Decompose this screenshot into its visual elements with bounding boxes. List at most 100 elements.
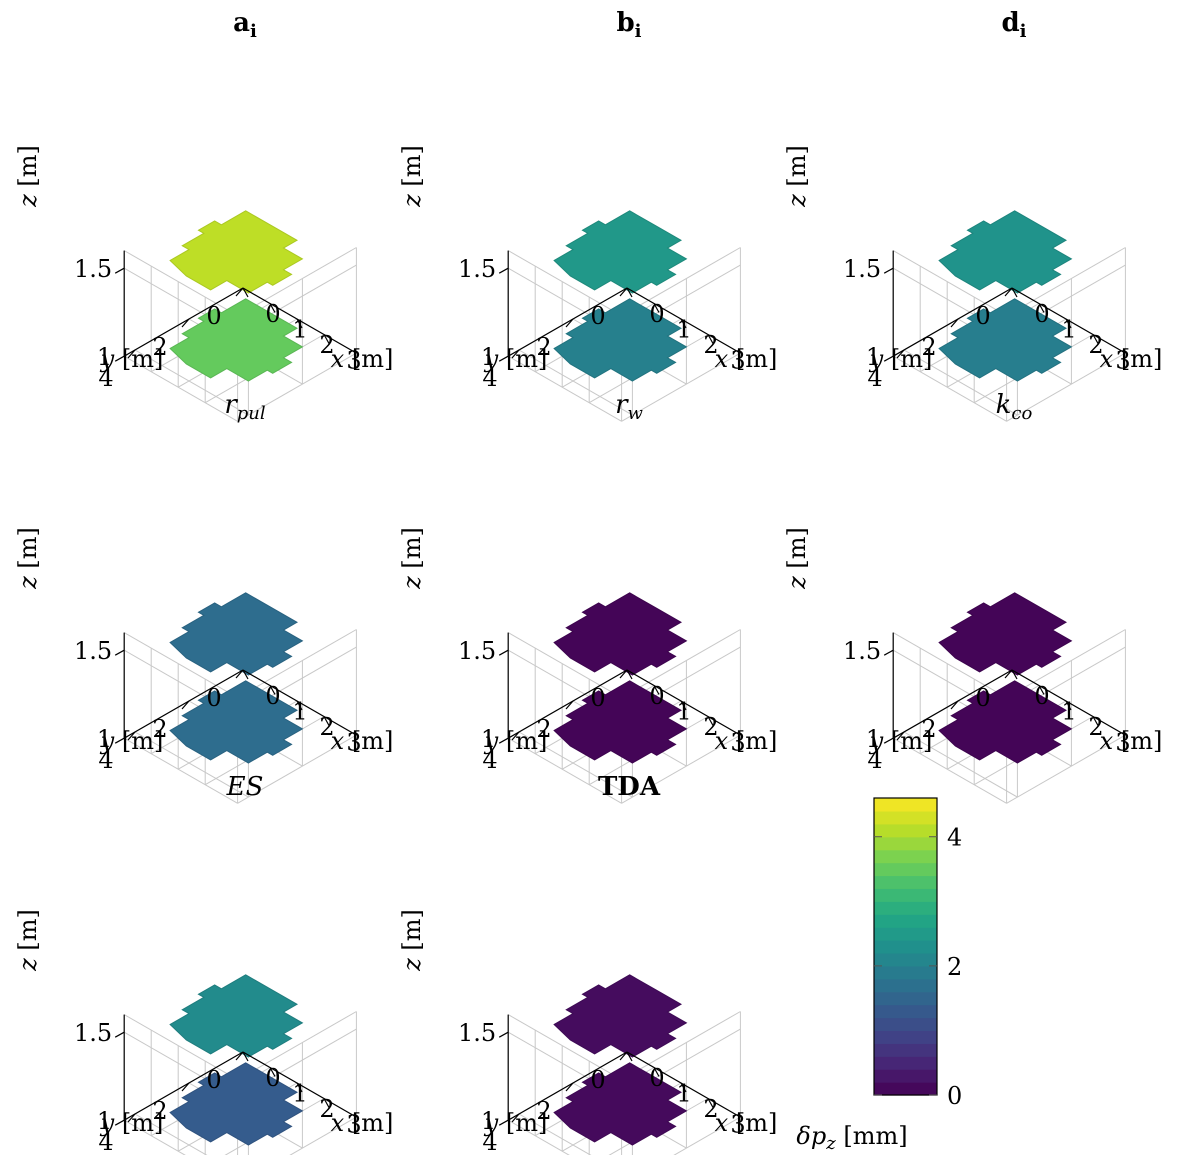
colorbar-segment bbox=[874, 1069, 937, 1083]
grid-line bbox=[507, 632, 622, 699]
x-tick bbox=[323, 716, 330, 726]
y-tick-label: 4 bbox=[482, 364, 497, 392]
colorbar-segment bbox=[874, 798, 937, 812]
y-tick bbox=[1004, 669, 1013, 679]
x-tick bbox=[323, 334, 330, 344]
z-tick bbox=[114, 1031, 125, 1038]
y-tick-label: 2 bbox=[152, 715, 167, 743]
colorbar-segment bbox=[874, 836, 937, 851]
x-axis-label: x [m] bbox=[715, 727, 778, 755]
z-tick-label: 1 bbox=[97, 1107, 112, 1135]
x-tick-label: 3 bbox=[1115, 729, 1130, 757]
grid-line bbox=[507, 1014, 622, 1081]
y-tick-label: 2 bbox=[152, 1097, 167, 1125]
grid-line bbox=[1006, 247, 1126, 317]
x-tick-label: 1 bbox=[1061, 316, 1076, 344]
x-tick bbox=[707, 716, 714, 726]
x-tick-label: 1 bbox=[676, 1080, 691, 1108]
y-tick bbox=[565, 700, 574, 710]
y-tick-label: 2 bbox=[152, 333, 167, 361]
z-tick-label: 1 bbox=[97, 725, 112, 753]
slab-lower bbox=[169, 298, 304, 382]
x-tick bbox=[269, 1067, 276, 1077]
y-tick-label: 0 bbox=[206, 1066, 221, 1094]
slab-upper bbox=[553, 210, 688, 294]
colorbar-tick-label: 0 bbox=[947, 1082, 962, 1110]
y-tick-label: 4 bbox=[482, 746, 497, 774]
z-tick-label: 1.5 bbox=[843, 255, 881, 283]
x-axis-line bbox=[1011, 287, 1126, 354]
grid-line bbox=[123, 1119, 186, 1155]
y-tick-label: 0 bbox=[590, 684, 605, 712]
y-axis-label: y [m] bbox=[869, 345, 933, 373]
x-tick bbox=[1011, 287, 1018, 298]
colorbar-segment bbox=[874, 901, 937, 915]
slab-lower bbox=[169, 1062, 304, 1146]
x-tick-label: 3 bbox=[346, 347, 361, 375]
x-axis-label: x [m] bbox=[1100, 345, 1163, 373]
slab-lower bbox=[938, 680, 1073, 764]
x-tick-label: 1 bbox=[292, 316, 307, 344]
x-tick-label: 1 bbox=[292, 698, 307, 726]
grid-line bbox=[903, 731, 1018, 798]
slab-upper bbox=[169, 210, 304, 294]
x-tick-label: 3 bbox=[346, 1111, 361, 1139]
y-tick bbox=[619, 669, 628, 679]
y-tick bbox=[235, 1051, 244, 1061]
x-tick-label: 2 bbox=[319, 1095, 334, 1123]
panel-title: ES bbox=[226, 772, 264, 802]
z-tick-label: 1 bbox=[866, 725, 881, 753]
grid-line bbox=[134, 1113, 208, 1155]
y-tick-label: 0 bbox=[206, 684, 221, 712]
z-axis-label: z [m] bbox=[398, 527, 426, 590]
z-tick bbox=[114, 355, 125, 362]
y-tick-label: 2 bbox=[536, 1097, 551, 1125]
grid-line bbox=[507, 250, 622, 317]
x-tick bbox=[1038, 303, 1045, 313]
colorbar-tick-label: 4 bbox=[947, 824, 962, 852]
x-tick bbox=[1011, 669, 1018, 680]
x-axis-line bbox=[626, 287, 741, 354]
colorbar-segment bbox=[874, 1004, 937, 1019]
x-tick bbox=[269, 685, 276, 695]
z-axis-label: z [m] bbox=[14, 527, 42, 590]
x-axis-line bbox=[242, 669, 357, 736]
y-tick bbox=[950, 318, 959, 328]
grid-line bbox=[903, 349, 1018, 416]
colorbar-segment bbox=[874, 1082, 937, 1096]
z-axis-label: z [m] bbox=[398, 909, 426, 972]
y-axis-label: y [m] bbox=[100, 345, 164, 373]
y-axis-label: y [m] bbox=[484, 345, 548, 373]
y-axis-line bbox=[507, 287, 628, 357]
slab-upper bbox=[938, 592, 1073, 676]
z-axis-label: z [m] bbox=[783, 527, 811, 590]
z-tick bbox=[883, 649, 894, 656]
colorbar-segment bbox=[874, 914, 937, 928]
colorbar-label: δpz [mm] bbox=[796, 1122, 907, 1154]
grid-line bbox=[518, 1113, 592, 1155]
y-tick-label: 0 bbox=[206, 302, 221, 330]
slab-lower bbox=[553, 298, 688, 382]
x-tick-label: 0 bbox=[265, 1064, 280, 1092]
z-tick bbox=[498, 737, 509, 744]
y-axis-line bbox=[123, 669, 244, 739]
x-tick bbox=[1092, 334, 1099, 344]
colorbar-segment bbox=[874, 965, 937, 980]
colorbar-segment bbox=[874, 978, 937, 993]
y-tick bbox=[896, 349, 905, 359]
panel-title: rpul bbox=[224, 390, 266, 424]
x-tick bbox=[242, 287, 249, 298]
x-tick-label: 0 bbox=[1034, 300, 1049, 328]
z-tick bbox=[883, 355, 894, 362]
colorbar-tick-label: 2 bbox=[947, 953, 962, 981]
colorbar-segment bbox=[874, 1017, 937, 1032]
x-tick bbox=[296, 1082, 303, 1093]
z-tick-label: 1 bbox=[866, 343, 881, 371]
z-tick bbox=[498, 649, 509, 656]
slab-lower bbox=[553, 1062, 688, 1146]
z-tick-label: 1.5 bbox=[74, 255, 112, 283]
